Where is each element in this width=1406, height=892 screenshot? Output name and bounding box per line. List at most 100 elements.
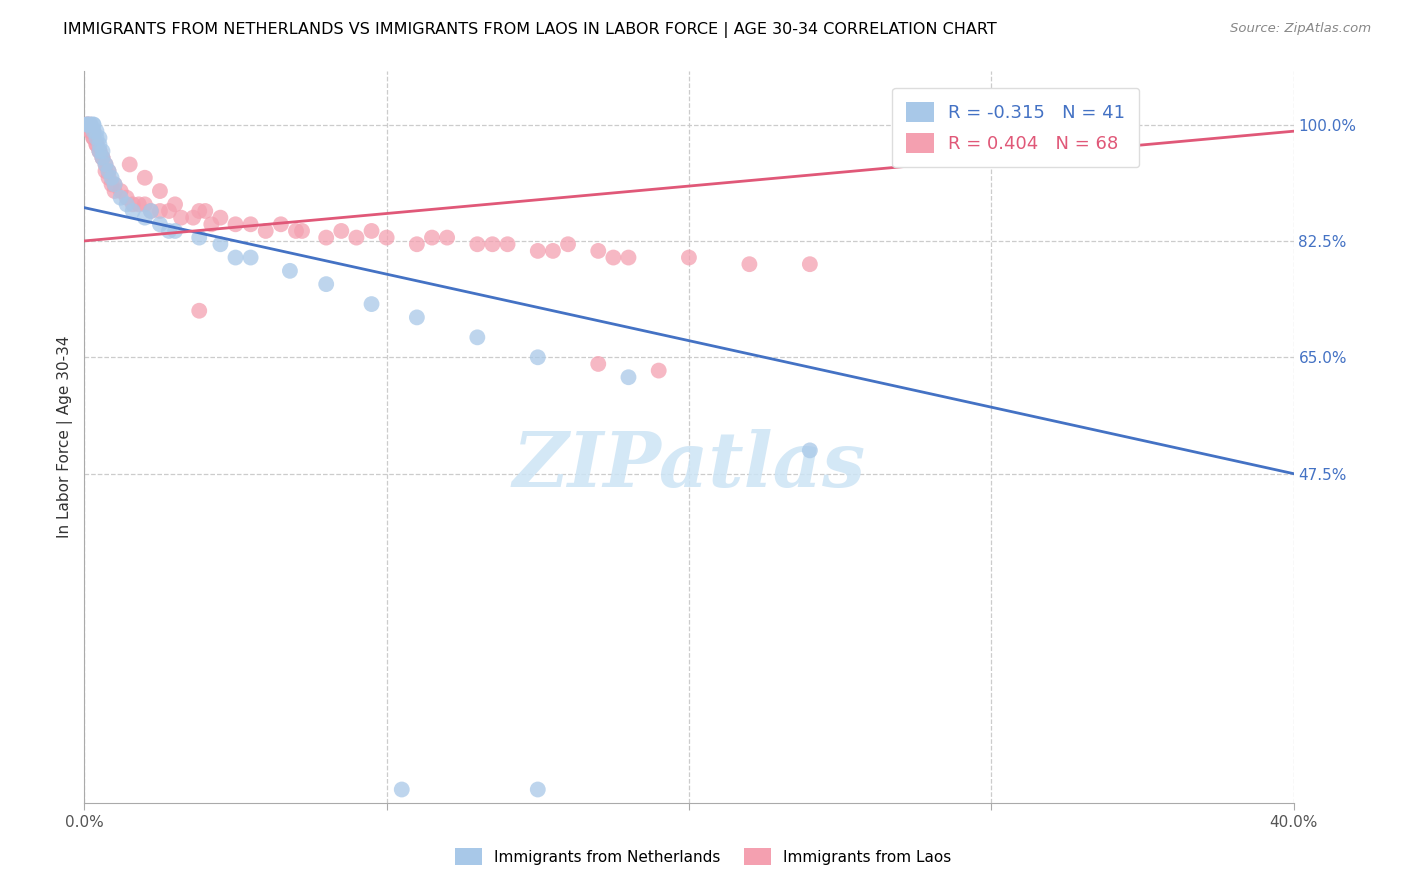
Point (104, 178, 127, 192)
Point (165, 197, 187, 211)
Point (315, 230, 337, 244)
Point (89, 131, 111, 145)
Point (270, 217, 292, 231)
Point (110, 191, 132, 205)
Point (134, 170, 156, 185)
Point (194, 204, 217, 219)
Point (104, 178, 127, 192)
Point (139, 204, 162, 219)
Point (79, 118, 101, 132)
Legend: R = -0.315   N = 41, R = 0.404   N = 68: R = -0.315 N = 41, R = 0.404 N = 68 (891, 87, 1139, 167)
Point (82, 131, 104, 145)
Point (89, 144, 111, 158)
Point (360, 297, 382, 311)
Point (188, 230, 211, 244)
Point (89, 144, 111, 158)
Point (291, 224, 314, 238)
Point (134, 211, 156, 225)
Point (76, 118, 98, 132)
Point (467, 237, 489, 252)
Point (648, 363, 671, 377)
Point (181, 211, 204, 225)
Point (76, 118, 98, 132)
Point (799, 257, 821, 271)
Point (86, 124, 108, 138)
Point (149, 217, 172, 231)
Point (82, 131, 104, 145)
Point (346, 230, 368, 244)
Point (86, 137, 108, 152)
Point (94, 164, 117, 178)
Point (94, 157, 117, 171)
Point (115, 191, 138, 205)
Point (527, 244, 550, 258)
Point (360, 224, 382, 238)
Point (89, 144, 111, 158)
Point (239, 217, 262, 231)
Point (86, 137, 108, 152)
Point (97, 164, 120, 178)
Point (76, 118, 98, 132)
Point (110, 184, 132, 198)
Point (209, 237, 232, 252)
Point (79, 118, 101, 132)
Point (149, 204, 172, 219)
Point (139, 204, 162, 219)
Point (76, 118, 98, 132)
Point (200, 217, 222, 231)
Point (82, 118, 104, 132)
Point (496, 237, 519, 252)
Point (97, 170, 120, 185)
Point (165, 224, 187, 238)
Text: ZIPatlas: ZIPatlas (512, 429, 866, 503)
Point (588, 357, 610, 371)
Point (420, 230, 443, 244)
Point (738, 257, 761, 271)
Point (82, 124, 104, 138)
Point (128, 197, 150, 211)
Point (79, 124, 101, 138)
Point (481, 237, 503, 252)
Point (391, 782, 413, 797)
Point (602, 251, 624, 265)
Point (617, 251, 640, 265)
Point (254, 224, 277, 238)
Point (100, 170, 122, 185)
Point (799, 443, 821, 458)
Point (436, 230, 458, 244)
Point (76, 118, 98, 132)
Point (225, 251, 247, 265)
Text: IMMIGRANTS FROM NETHERLANDS VS IMMIGRANTS FROM LAOS IN LABOR FORCE | AGE 30-34 C: IMMIGRANTS FROM NETHERLANDS VS IMMIGRANT… (63, 22, 997, 38)
Point (82, 124, 104, 138)
Point (86, 131, 108, 145)
Point (527, 782, 550, 797)
Point (89, 137, 111, 152)
Point (94, 157, 117, 171)
Point (330, 224, 353, 238)
Legend: Immigrants from Netherlands, Immigrants from Laos: Immigrants from Netherlands, Immigrants … (449, 842, 957, 871)
Point (79, 124, 101, 138)
Point (170, 211, 193, 225)
Point (541, 244, 564, 258)
Point (121, 204, 143, 219)
Point (209, 211, 232, 225)
Point (121, 197, 143, 211)
Point (375, 230, 398, 244)
Point (79, 118, 101, 132)
Point (278, 264, 301, 278)
Point (157, 224, 180, 238)
Point (91, 144, 114, 158)
Point (588, 244, 610, 258)
Point (91, 151, 114, 165)
Point (239, 251, 262, 265)
Point (118, 157, 141, 171)
Point (104, 184, 127, 198)
Point (157, 204, 180, 219)
Point (97, 164, 120, 178)
Point (134, 197, 156, 211)
Point (225, 217, 247, 231)
Y-axis label: In Labor Force | Age 30-34: In Labor Force | Age 30-34 (58, 335, 73, 539)
Point (557, 237, 579, 252)
Point (406, 237, 429, 252)
Point (406, 310, 429, 325)
